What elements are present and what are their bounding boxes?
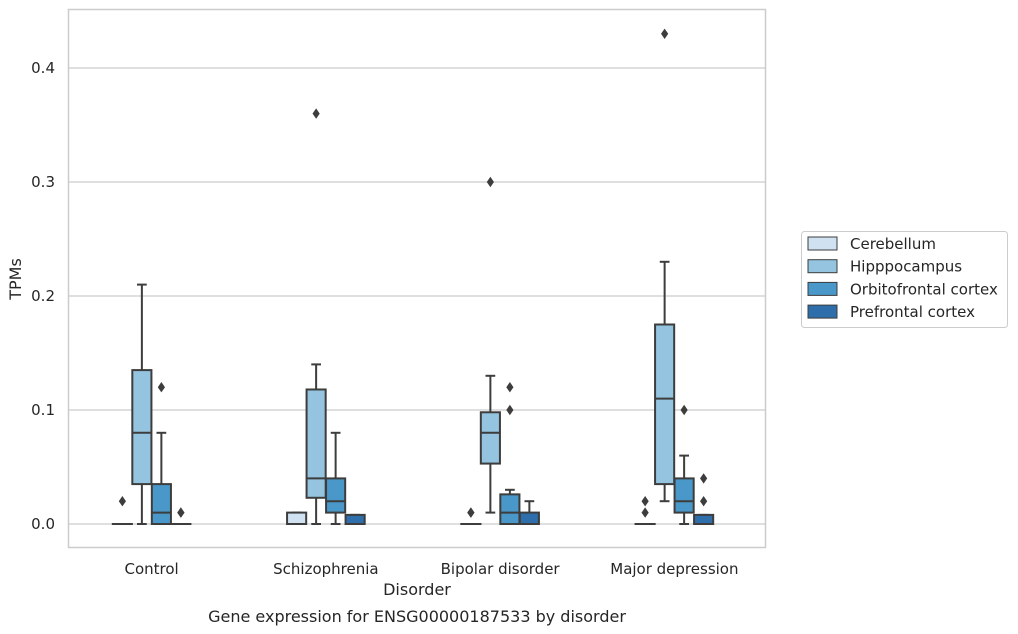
legend-frame (801, 231, 1008, 328)
box-cerebellum (286, 511, 308, 525)
y-tick-label: 0.3 (31, 173, 55, 191)
legend-swatch (807, 281, 838, 296)
box-category-group (460, 176, 540, 526)
legend-label: Cerebellum (850, 235, 936, 253)
y-tick-label: 0.1 (31, 401, 55, 419)
box-hipppocampus (131, 283, 153, 525)
box-prefrontal-cortex (344, 513, 366, 526)
outlier-point (177, 507, 185, 518)
box-cerebellum (111, 496, 133, 526)
box-iqr (654, 323, 676, 486)
x-tick-label: Major depression (610, 560, 738, 578)
legend-label: Orbitofrontal cortex (850, 280, 998, 298)
outlier-point (118, 496, 126, 507)
outlier-point (641, 496, 649, 507)
box-hipppocampus (654, 28, 676, 503)
legend-label: Hipppocampus (850, 258, 962, 276)
x-tick-label: Schizophrenia (273, 560, 378, 578)
box-iqr (344, 513, 366, 526)
outlier-point (680, 404, 688, 416)
box-iqr (479, 411, 501, 465)
box-category-group (286, 108, 366, 526)
outlier-point (700, 473, 708, 484)
x-axis-label: Disorder (383, 580, 451, 599)
x-tick-label: Bipolar disorder (441, 560, 561, 578)
legend-label: Prefrontal cortex (850, 303, 975, 321)
outlier-point (157, 382, 165, 393)
box-iqr (131, 369, 153, 486)
chart-caption: Gene expression for ENSG00000187533 by d… (208, 607, 626, 626)
outlier-point (486, 176, 494, 188)
box-iqr (286, 511, 308, 525)
legend-item: Cerebellum (807, 235, 936, 253)
outlier-point (506, 382, 514, 393)
x-tick-label: Control (125, 560, 179, 578)
legend-item: Orbitofrontal cortex (807, 280, 998, 298)
legend-swatch (807, 236, 838, 251)
legend-swatch (807, 259, 838, 274)
box-iqr (693, 513, 715, 526)
y-tick-label: 0.0 (31, 515, 55, 533)
legend-item: Prefrontal cortex (807, 303, 975, 321)
y-tick-label: 0.4 (31, 59, 55, 77)
outlier-point (661, 28, 669, 39)
box-orbitofrontal-cortex (325, 431, 347, 525)
outlier-point (506, 404, 514, 416)
x-tick-labels: Control Schizophrenia Bipolar disorder Majo… (125, 560, 739, 578)
outlier-point (641, 507, 649, 518)
box-iqr (305, 388, 327, 499)
box-orbitofrontal-cortex (499, 382, 521, 525)
box-groups (111, 28, 715, 526)
outlier-point (467, 507, 475, 518)
outlier-point (700, 496, 708, 507)
box-category-group (111, 283, 192, 526)
box-iqr (673, 477, 695, 514)
box-iqr (518, 511, 540, 525)
box-prefrontal-cortex (693, 473, 715, 526)
box-cerebellum (634, 496, 656, 526)
box-hipppocampus (479, 176, 501, 514)
box-iqr (150, 483, 172, 526)
box-orbitofrontal-cortex (673, 404, 695, 525)
legend-item: Hipppocampus (807, 258, 962, 276)
legend-swatch (807, 304, 838, 319)
box-prefrontal-cortex (518, 500, 540, 525)
box-cerebellum (460, 507, 482, 526)
legend: Cerebellum Hipppocampus Orbitofrontal cort… (801, 231, 1008, 328)
y-tick-labels: 0.0 0.1 0.2 0.3 0.4 (31, 59, 55, 533)
outlier-point (312, 108, 320, 119)
box-iqr (499, 493, 521, 525)
plot-frame (67, 8, 767, 549)
box-iqr (325, 477, 347, 514)
box-category-group (634, 28, 715, 526)
box-orbitofrontal-cortex (150, 382, 172, 526)
y-axis-label: TPMs (6, 258, 25, 301)
box-hipppocampus (305, 108, 327, 525)
box-prefrontal-cortex (170, 507, 192, 526)
y-tick-label: 0.2 (31, 287, 55, 305)
